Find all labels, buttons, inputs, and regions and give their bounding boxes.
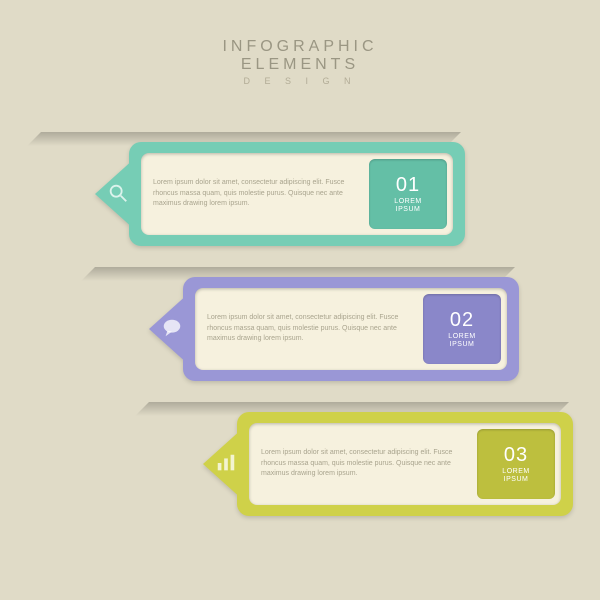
arrow-body-text: Lorem ipsum dolor sit amet, consectetur … — [141, 153, 369, 235]
arrow-body-text: Lorem ipsum dolor sit amet, consectetur … — [249, 423, 477, 505]
arrow-item: Lorem ipsum dolor sit amet, consectetur … — [95, 142, 465, 246]
arrow-inner-panel: Lorem ipsum dolor sit amet, consectetur … — [141, 153, 453, 235]
arrow-inner-panel: Lorem ipsum dolor sit amet, consectetur … — [249, 423, 561, 505]
arrow-label: LOREMIPSUM — [394, 198, 421, 215]
arrow-badge: 02LOREMIPSUM — [423, 294, 501, 364]
magnifier-icon — [107, 182, 129, 204]
arrow-item: Lorem ipsum dolor sit amet, consectetur … — [203, 412, 573, 516]
arrow-number: 01 — [396, 174, 420, 197]
arrow-number: 03 — [504, 444, 528, 467]
arrow-body-text: Lorem ipsum dolor sit amet, consectetur … — [195, 288, 423, 370]
arrow-inner-panel: Lorem ipsum dolor sit amet, consectetur … — [195, 288, 507, 370]
arrow-item: Lorem ipsum dolor sit amet, consectetur … — [149, 277, 519, 381]
infographic-stage: Lorem ipsum dolor sit amet, consectetur … — [0, 0, 600, 600]
arrow-badge: 03LOREMIPSUM — [477, 429, 555, 499]
chat-icon — [161, 317, 183, 339]
arrow-badge: 01LOREMIPSUM — [369, 159, 447, 229]
arrow-number: 02 — [450, 309, 474, 332]
arrow-label: LOREMIPSUM — [448, 333, 475, 350]
barchart-icon — [215, 452, 237, 474]
arrow-label: LOREMIPSUM — [502, 468, 529, 485]
